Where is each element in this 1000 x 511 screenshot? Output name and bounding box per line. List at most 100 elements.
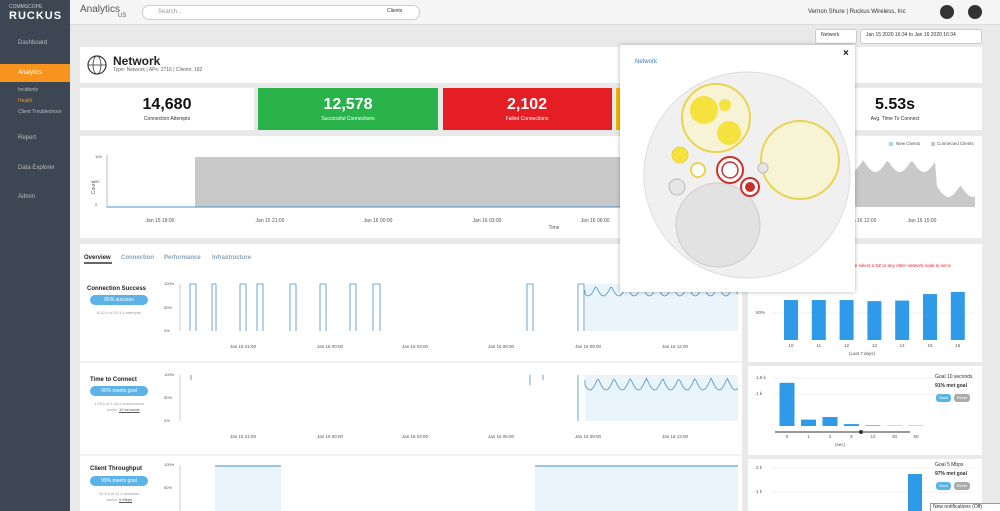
- kpi-label: Avg. Time To Connect: [870, 116, 920, 122]
- search-input[interactable]: Search...: [158, 9, 183, 15]
- y-tick-label: 50%: [164, 395, 173, 400]
- bar: [801, 419, 816, 426]
- y-tick-label: 50%: [756, 310, 766, 315]
- y-tick-label: 100%: [164, 462, 175, 467]
- tab[interactable]: Overview: [84, 255, 111, 261]
- bar: [839, 300, 854, 340]
- tab[interactable]: Performance: [164, 255, 201, 261]
- row-note: 1.28 k of 1.44 k connections: [94, 401, 144, 406]
- sidebar: [0, 0, 70, 511]
- y-tick-label: 1 k: [756, 391, 763, 396]
- bar: [895, 300, 910, 340]
- tab[interactable]: Connection: [121, 255, 154, 261]
- badge-label: 90% meets goal: [101, 388, 137, 394]
- region: US: [118, 13, 127, 19]
- reset-label[interactable]: Reset: [956, 483, 968, 488]
- date-filter[interactable]: Jan 15 2020 16:34 to Jan 16 2020 16:34: [866, 32, 956, 38]
- page-meta: Type: Network | APs: 2716 | Clients: 182: [113, 67, 203, 73]
- x-tick-label: 13: [871, 343, 877, 348]
- bar: [923, 294, 937, 340]
- kpi-card: [80, 88, 254, 130]
- shade: [585, 284, 738, 331]
- slider-knob[interactable]: [859, 430, 863, 434]
- tab[interactable]: Infrastructure: [212, 255, 252, 261]
- goal-met: 91% met goal: [935, 383, 967, 389]
- date-dropdown[interactable]: [860, 29, 982, 44]
- x-tick-label: Jan 15 21:00: [229, 344, 257, 349]
- legend-label: New Clients: [896, 141, 921, 146]
- bar: [865, 425, 881, 426]
- legend-swatch: [889, 142, 893, 146]
- x-tick-label: Jan 16 06:00: [487, 434, 515, 439]
- menu-item[interactable]: Admin: [18, 194, 36, 200]
- logo: COMMSCOPE: [9, 4, 43, 10]
- goal-text: Goal 10 seconds: [935, 374, 973, 380]
- node-filter[interactable]: Network: [821, 32, 840, 38]
- y-tick-label: 2 k: [756, 465, 763, 470]
- row-note: under: [106, 407, 118, 412]
- y-tick-label: 100%: [164, 372, 175, 377]
- submenu-item[interactable]: Client Troubleshoot: [18, 109, 62, 115]
- legend-swatch: [931, 142, 935, 146]
- bar: [844, 424, 859, 426]
- x-tick-label: Jan 16 00:00: [363, 218, 393, 224]
- help-icon[interactable]: [940, 5, 954, 19]
- x-tick-label: 50: [913, 434, 919, 439]
- submenu-item[interactable]: Incidents: [18, 87, 39, 93]
- x-tick-label: Jan 16 12:00: [847, 218, 877, 224]
- sparkline: [189, 283, 739, 331]
- goal-text: Goal 5 Mbps: [935, 462, 964, 468]
- node-dropdown[interactable]: [815, 29, 857, 44]
- kpi-label: Connection Attempts: [143, 116, 191, 122]
- row-link[interactable]: 10 seconds: [119, 407, 140, 412]
- y-tick-label: 0%: [164, 328, 170, 333]
- badge: [90, 386, 148, 396]
- x-axis-label: (sec): [835, 442, 845, 447]
- row-note: 8.42 k of 10.4 k attempts: [97, 310, 141, 315]
- kpi-value: 2,102: [506, 96, 548, 113]
- badge: [90, 295, 148, 305]
- x-tick-label: 10: [788, 343, 794, 348]
- row-title: Time to Connect: [90, 377, 137, 383]
- y-tick-label: 50%: [164, 304, 173, 310]
- reset-label[interactable]: Reset: [956, 395, 968, 400]
- menu-item[interactable]: Dashboard: [18, 40, 48, 46]
- page-title: Network: [113, 54, 161, 68]
- y-tick-label: 100: [95, 154, 102, 159]
- kpi-card: [443, 88, 612, 130]
- x-tick-label: 5: [850, 434, 853, 439]
- x-tick-label: Jan 15 21:00: [229, 434, 257, 439]
- x-tick-label: 1: [807, 434, 810, 439]
- reset-button: [954, 394, 970, 402]
- badge-label: 99% meets goal: [101, 478, 137, 484]
- y-tick-label: 50%: [164, 485, 173, 490]
- user-name: Vernon Shure | Ruckus Wireless, Inc: [808, 9, 906, 15]
- save-label[interactable]: Save: [938, 483, 949, 488]
- x-tick-label: 3: [828, 434, 832, 439]
- scope-dropdown[interactable]: Clients: [387, 8, 403, 14]
- shade: [215, 465, 281, 511]
- submenu-item[interactable]: Health: [18, 98, 33, 104]
- row-link[interactable]: 5 Mbps: [119, 497, 133, 502]
- x-tick-label: Jan 16 15:00: [907, 218, 937, 224]
- x-tick-label: 30: [891, 434, 898, 439]
- sparkline: [190, 375, 739, 421]
- app-title: Analytics: [80, 4, 121, 15]
- menu-item[interactable]: Report: [18, 135, 37, 141]
- menu-item[interactable]: Data Explorer: [18, 165, 55, 171]
- x-tick-label: Jan 16 09:00: [574, 344, 602, 349]
- menu-item[interactable]: Analytics: [18, 70, 43, 76]
- kpi-card: [258, 88, 438, 130]
- save-label[interactable]: Save: [938, 395, 949, 400]
- x-tick-label: Jan 16 09:00: [574, 434, 602, 439]
- y-tick-label: 1 k: [756, 489, 763, 494]
- row-title: Connection Success: [87, 286, 147, 292]
- bar: [784, 300, 798, 340]
- bar: [779, 382, 795, 426]
- user-icon[interactable]: [968, 5, 982, 19]
- x-tick-label: Jan 16 03:00: [472, 218, 502, 224]
- search-box[interactable]: [142, 5, 420, 20]
